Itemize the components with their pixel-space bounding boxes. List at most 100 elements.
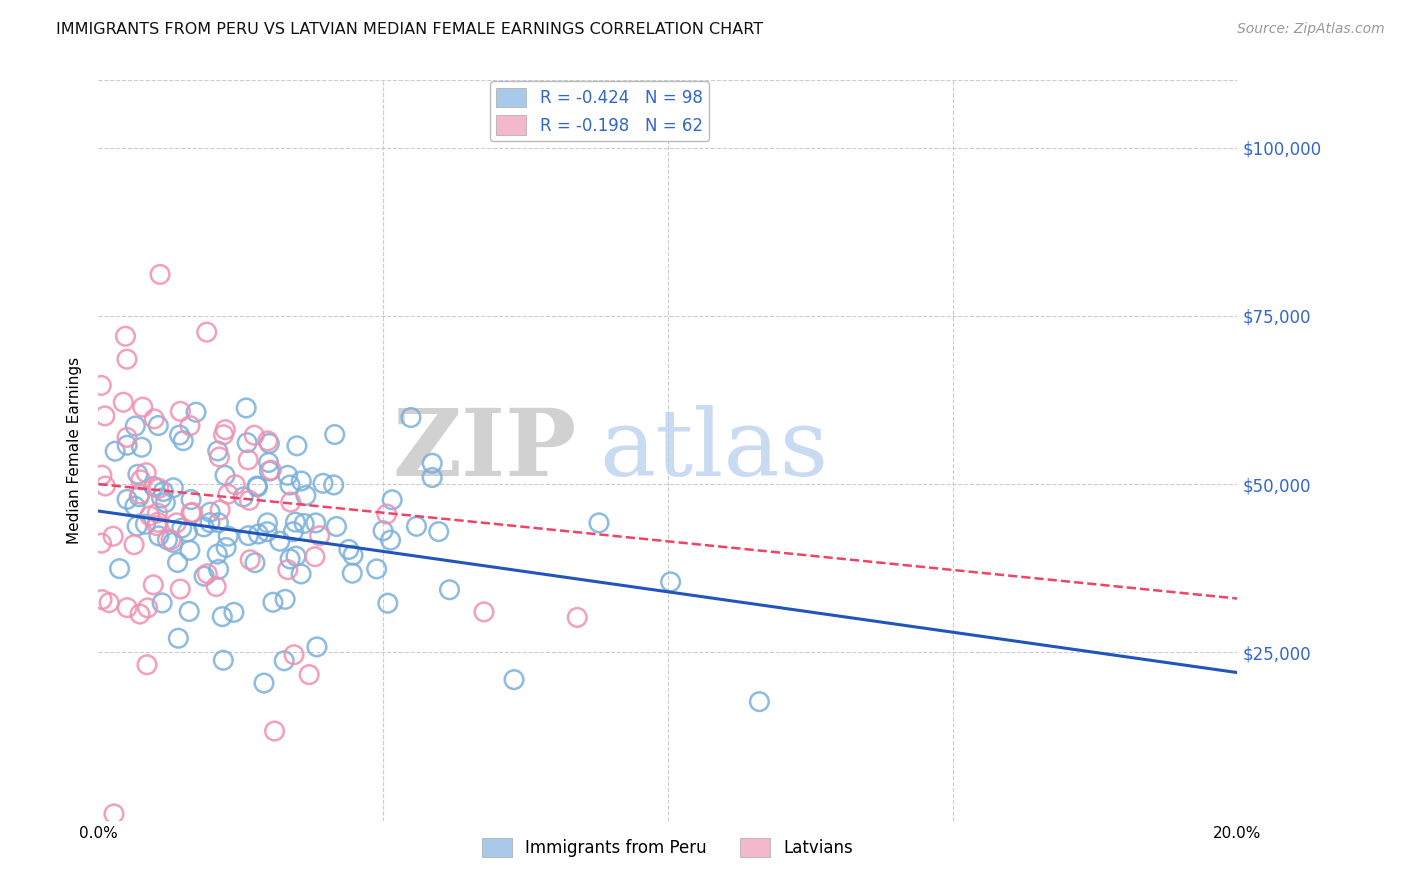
Point [179,418,201,433]
Point [176,524,198,539]
Text: Source: ZipAtlas.com: Source: ZipAtlas.com [1237,22,1385,37]
Point [238,529,260,543]
Point [124,499,146,513]
Point [232,490,254,504]
Point [274,592,297,607]
Point [143,412,166,426]
Point [180,506,202,520]
Point [172,434,194,448]
Point [420,456,443,470]
Point [236,435,259,450]
Point [209,503,232,517]
Point [567,610,589,624]
Legend: Immigrants from Peru, Latvians: Immigrants from Peru, Latvians [475,831,860,864]
Point [148,418,170,433]
Point [90,378,112,392]
Point [298,667,321,681]
Point [366,562,388,576]
Point [207,444,229,458]
Point [212,653,235,667]
Point [305,516,328,530]
Point [503,673,526,687]
Point [129,487,152,501]
Point [136,600,159,615]
Point [342,566,364,581]
Point [148,481,170,495]
Point [256,524,278,539]
Point [235,401,257,415]
Point [124,419,146,434]
Point [115,352,138,367]
Text: IMMIGRANTS FROM PERU VS LATVIAN MEDIAN FEMALE EARNINGS CORRELATION CHART: IMMIGRANTS FROM PERU VS LATVIAN MEDIAN F… [56,22,763,37]
Point [184,405,207,419]
Point [588,516,610,530]
Point [136,657,159,672]
Point [262,595,284,609]
Point [217,529,239,543]
Point [305,640,328,654]
Point [181,505,204,519]
Point [238,453,260,467]
Point [131,440,153,454]
Y-axis label: Median Female Earnings: Median Female Earnings [67,357,83,544]
Point [94,479,117,493]
Point [211,609,233,624]
Point [375,507,398,521]
Point [246,480,269,494]
Point [405,519,427,533]
Point [170,521,193,535]
Point [162,535,184,549]
Point [115,492,138,507]
Point [277,563,299,577]
Point [420,470,443,484]
Point [195,325,218,339]
Point [139,508,162,523]
Point [427,524,450,539]
Point [132,400,155,414]
Point [134,517,156,532]
Point [278,552,301,566]
Point [98,596,121,610]
Point [198,516,221,530]
Point [115,438,138,452]
Point [114,329,136,343]
Point [115,430,138,444]
Point [90,468,112,483]
Point [748,695,770,709]
Point [146,506,169,520]
Point [142,479,165,493]
Point [371,524,394,538]
Point [212,427,235,442]
Point [122,538,145,552]
Point [205,580,228,594]
Point [207,562,229,576]
Point [259,436,281,450]
Point [238,493,260,508]
Point [179,543,201,558]
Point [128,490,150,504]
Point [659,574,682,589]
Point [129,473,152,487]
Point [148,529,170,543]
Point [150,596,173,610]
Point [165,516,187,530]
Point [115,600,138,615]
Point [259,464,281,478]
Point [292,516,315,531]
Point [217,487,239,501]
Point [284,515,307,529]
Point [125,519,148,533]
Point [256,434,278,448]
Point [195,566,218,581]
Point [198,505,221,519]
Point [162,481,184,495]
Point [239,552,262,566]
Point [214,423,236,437]
Point [260,463,283,477]
Point [283,648,305,662]
Point [169,582,191,596]
Point [90,536,112,550]
Point [167,632,190,646]
Text: atlas: atlas [599,406,828,495]
Point [193,520,215,534]
